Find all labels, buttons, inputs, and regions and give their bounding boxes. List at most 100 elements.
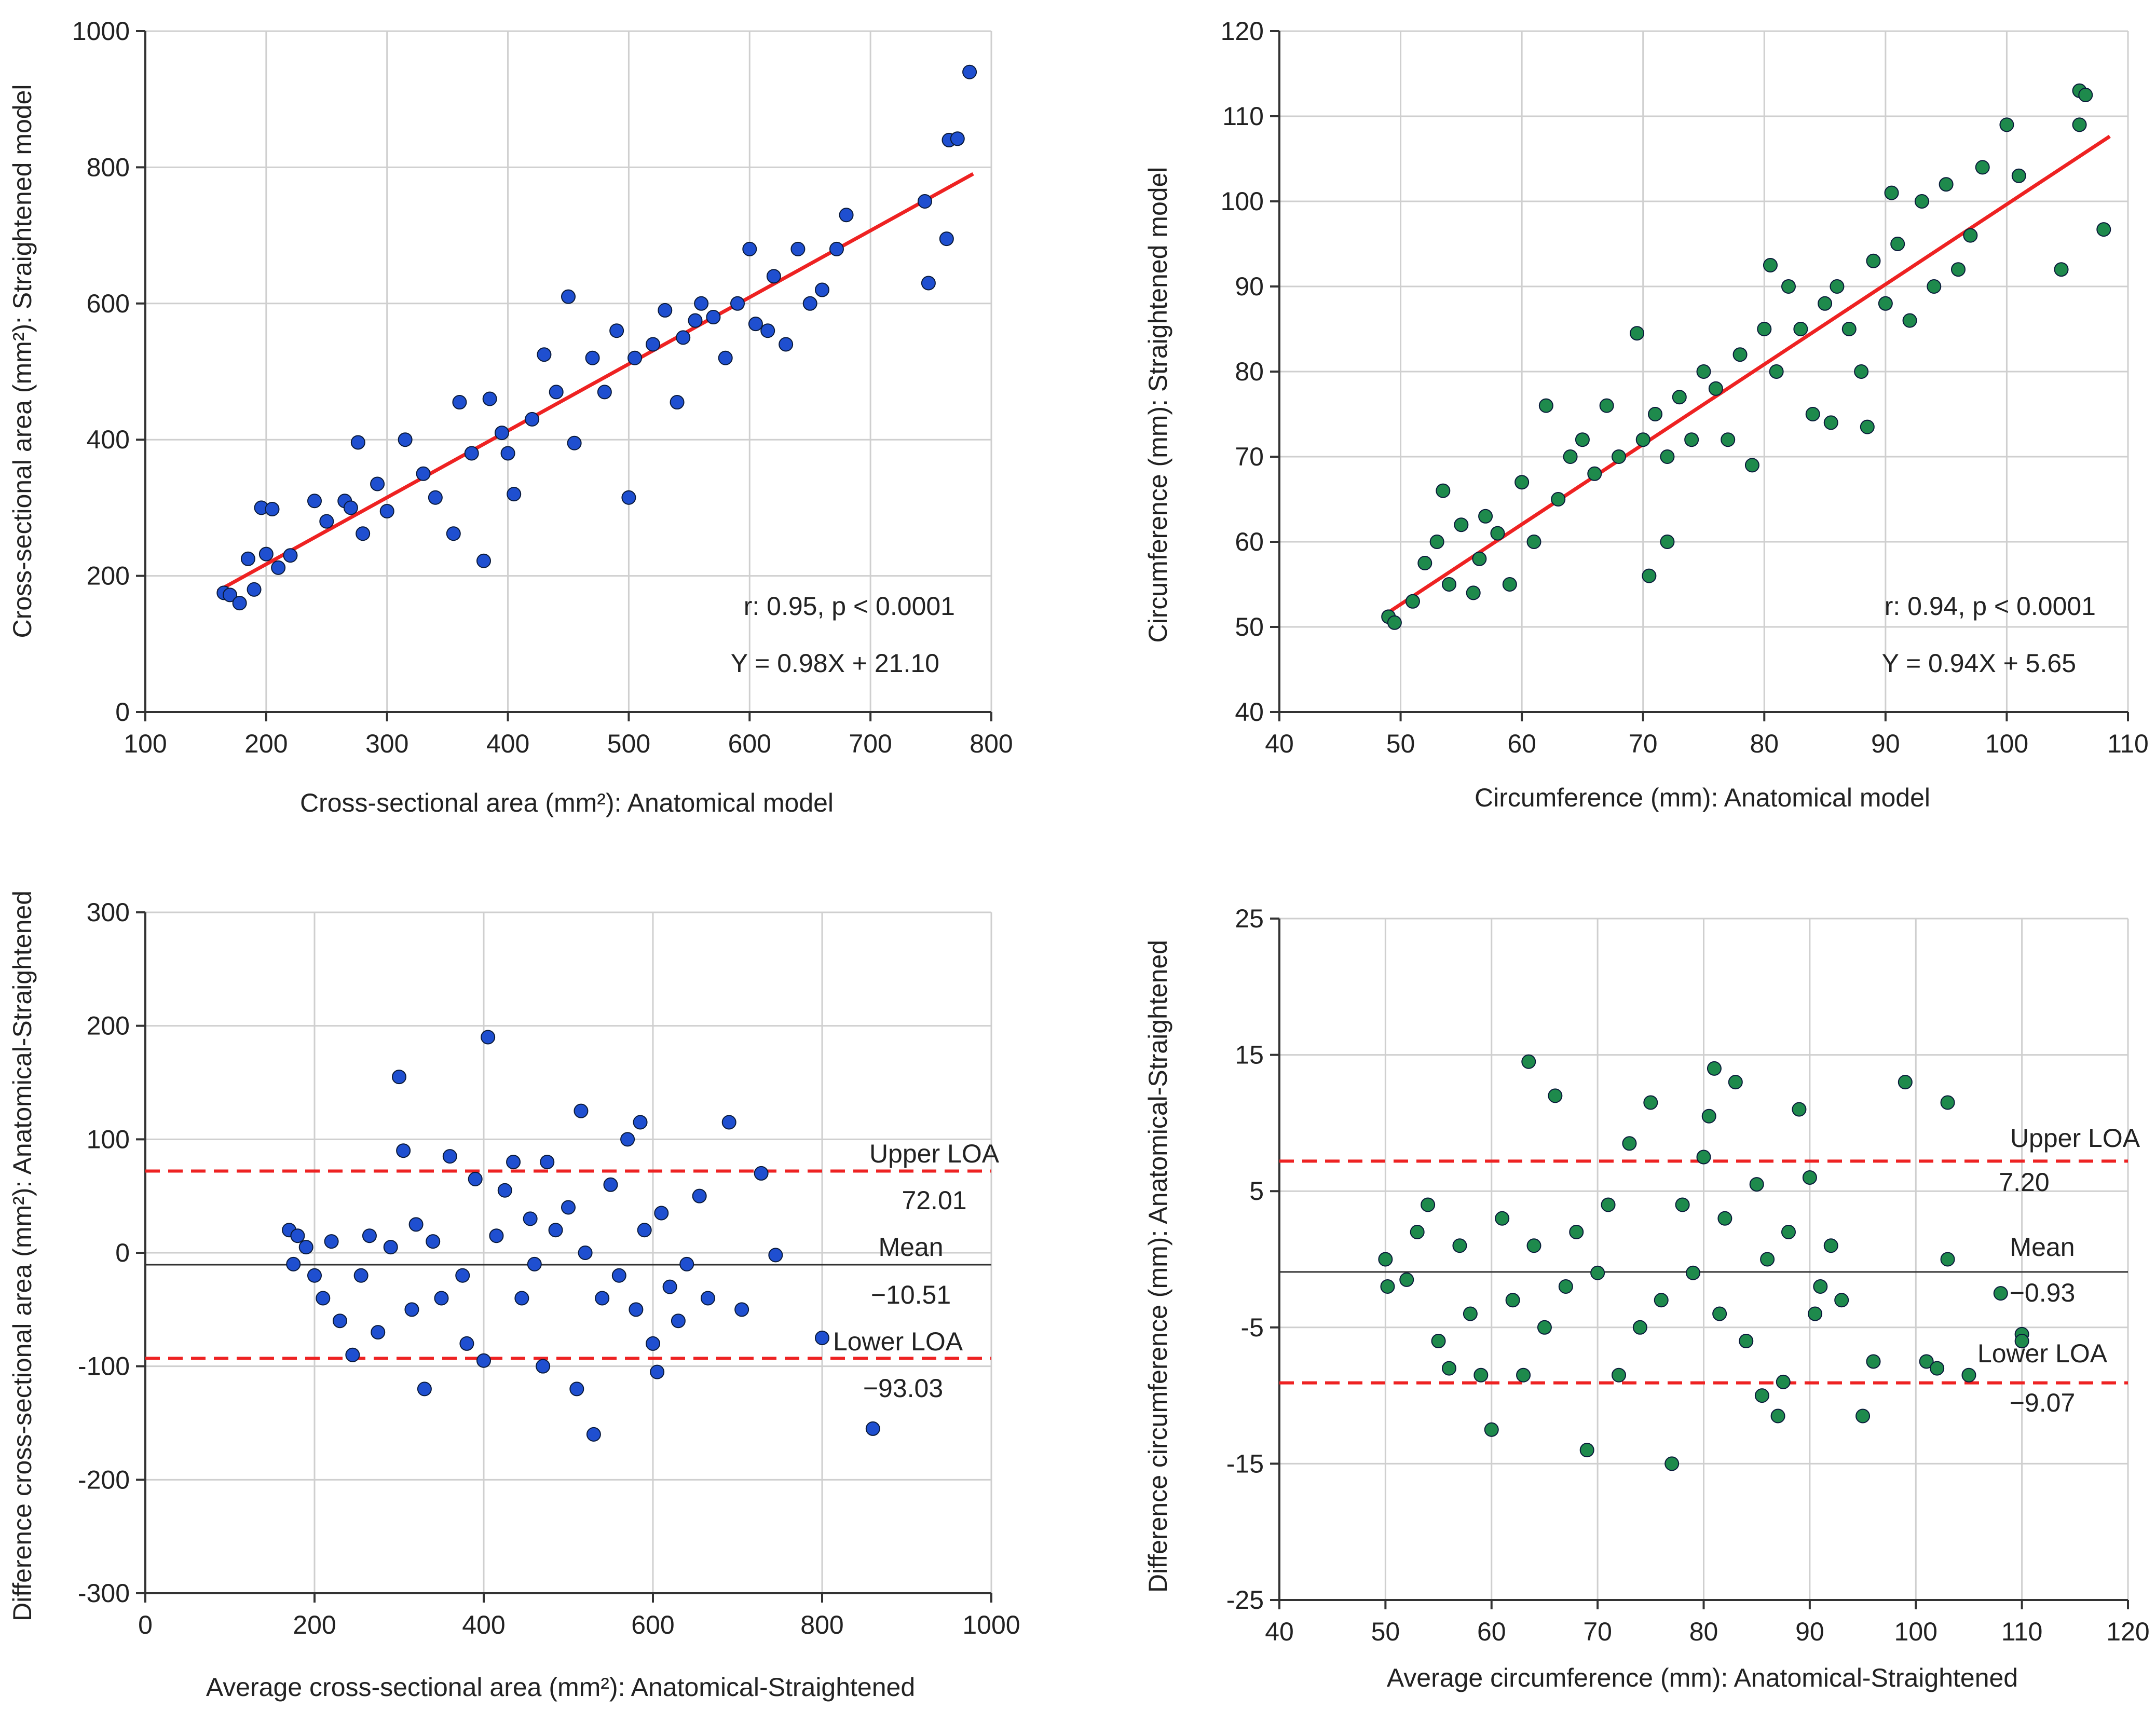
data-point xyxy=(692,1188,707,1203)
data-point xyxy=(611,1268,626,1283)
data-point xyxy=(646,1336,660,1351)
data-point xyxy=(1760,1252,1775,1267)
data-point xyxy=(464,446,479,461)
x-tick-label: 600 xyxy=(631,1610,674,1639)
x-tick-label: 80 xyxy=(1750,729,1779,758)
data-point xyxy=(694,296,709,311)
y-tick-label: 70 xyxy=(1235,442,1264,471)
regression-line xyxy=(1387,134,2111,614)
x-tick-label: 110 xyxy=(2107,729,2149,758)
data-point xyxy=(1514,475,1530,490)
data-point xyxy=(1708,381,1723,396)
x-tick-label: 50 xyxy=(1371,1617,1400,1646)
data-point xyxy=(569,1381,584,1397)
data-point xyxy=(1642,568,1657,583)
data-point xyxy=(815,282,829,297)
correlation-annotation: r: 0.94, p < 0.0001 xyxy=(1885,592,2096,621)
data-point xyxy=(1749,1177,1764,1192)
grid xyxy=(1270,918,2129,1609)
data-point xyxy=(839,208,854,223)
data-point xyxy=(1940,1252,1955,1267)
y-tick-label: 80 xyxy=(1235,357,1264,386)
data-point xyxy=(353,1268,369,1283)
data-point xyxy=(370,476,385,491)
data-point xyxy=(1793,322,1808,336)
x-tick-label: 200 xyxy=(293,1610,336,1639)
data-point xyxy=(679,1256,694,1271)
mean-value: −10.51 xyxy=(871,1280,951,1309)
y-tick-label: 0 xyxy=(115,1238,130,1267)
y-tick-label: 90 xyxy=(1235,272,1264,301)
data-point xyxy=(1854,364,1869,379)
data-point xyxy=(766,269,781,284)
regression-equation: Y = 0.94X + 5.65 xyxy=(1882,649,2076,678)
data-point xyxy=(307,1268,322,1283)
data-point xyxy=(597,385,612,400)
panel-circumference-scatter: 40 50 60 70 80 90 100 110405060708090100110120 … xyxy=(1143,17,2149,812)
data-points xyxy=(1378,1054,2029,1471)
x-axis-label: Average circumference (mm): Anatomical-S… xyxy=(1387,1663,2018,1692)
data-point xyxy=(1643,1095,1658,1110)
data-point xyxy=(734,1302,749,1317)
data-point xyxy=(482,391,497,406)
y-tick-label: -300 xyxy=(78,1579,130,1608)
data-point xyxy=(829,241,844,256)
y-tick-label: 600 xyxy=(87,289,130,318)
data-point xyxy=(650,1364,665,1379)
y-tick-label: -200 xyxy=(78,1465,130,1494)
lower-loa-label: Lower LOA xyxy=(1977,1339,2108,1368)
y-tick-label: -15 xyxy=(1226,1449,1264,1478)
data-point xyxy=(1902,313,1917,328)
data-point xyxy=(489,1228,504,1243)
data-point xyxy=(1684,432,1699,447)
data-point xyxy=(371,1325,386,1340)
data-point xyxy=(319,514,334,529)
data-point xyxy=(416,466,431,481)
data-point xyxy=(537,347,552,362)
data-point xyxy=(865,1421,880,1436)
data-point xyxy=(1999,117,2014,132)
data-point xyxy=(2096,222,2111,237)
y-tick-label: -100 xyxy=(78,1352,130,1381)
data-point xyxy=(1473,1367,1489,1383)
y-axis-label: Circumference (mm): Straightened model xyxy=(1143,167,1172,643)
data-point xyxy=(1717,1211,1732,1226)
y-tick-label: -25 xyxy=(1226,1585,1264,1615)
data-point xyxy=(1436,483,1451,498)
y-tick-label: 50 xyxy=(1235,612,1264,641)
data-point xyxy=(1898,1075,1913,1090)
data-point xyxy=(1635,432,1650,447)
data-point xyxy=(404,1302,419,1317)
data-point xyxy=(748,317,763,332)
data-point xyxy=(1660,535,1675,549)
data-point xyxy=(2014,1334,2029,1349)
data-point xyxy=(525,412,540,427)
data-point xyxy=(1823,1238,1838,1253)
data-point xyxy=(1940,1095,1955,1110)
mean-label: Mean xyxy=(2010,1233,2075,1262)
grid xyxy=(1270,30,2129,721)
data-point xyxy=(1686,1265,1701,1280)
data-point xyxy=(730,296,745,311)
data-point xyxy=(1378,1252,1393,1267)
data-point xyxy=(1421,1197,1436,1212)
data-point xyxy=(561,1200,576,1215)
y-tick-label: 40 xyxy=(1235,697,1264,727)
data-point xyxy=(1927,279,1942,294)
data-point xyxy=(1696,364,1711,379)
data-point xyxy=(1538,398,1553,413)
x-tick-label: 800 xyxy=(970,729,1013,758)
y-tick-label: 1000 xyxy=(72,17,130,46)
data-point xyxy=(574,1103,589,1118)
x-tick-label: 1000 xyxy=(962,1610,1020,1639)
x-tick-label: 120 xyxy=(2106,1617,2149,1646)
data-point xyxy=(452,395,467,410)
data-point xyxy=(815,1331,829,1345)
data-point xyxy=(1841,322,1857,336)
data-points xyxy=(282,1030,880,1442)
data-point xyxy=(1808,1306,1823,1321)
data-point xyxy=(1551,492,1566,507)
data-point xyxy=(455,1268,470,1283)
y-tick-label: -5 xyxy=(1241,1313,1264,1342)
data-point xyxy=(1664,1456,1680,1471)
